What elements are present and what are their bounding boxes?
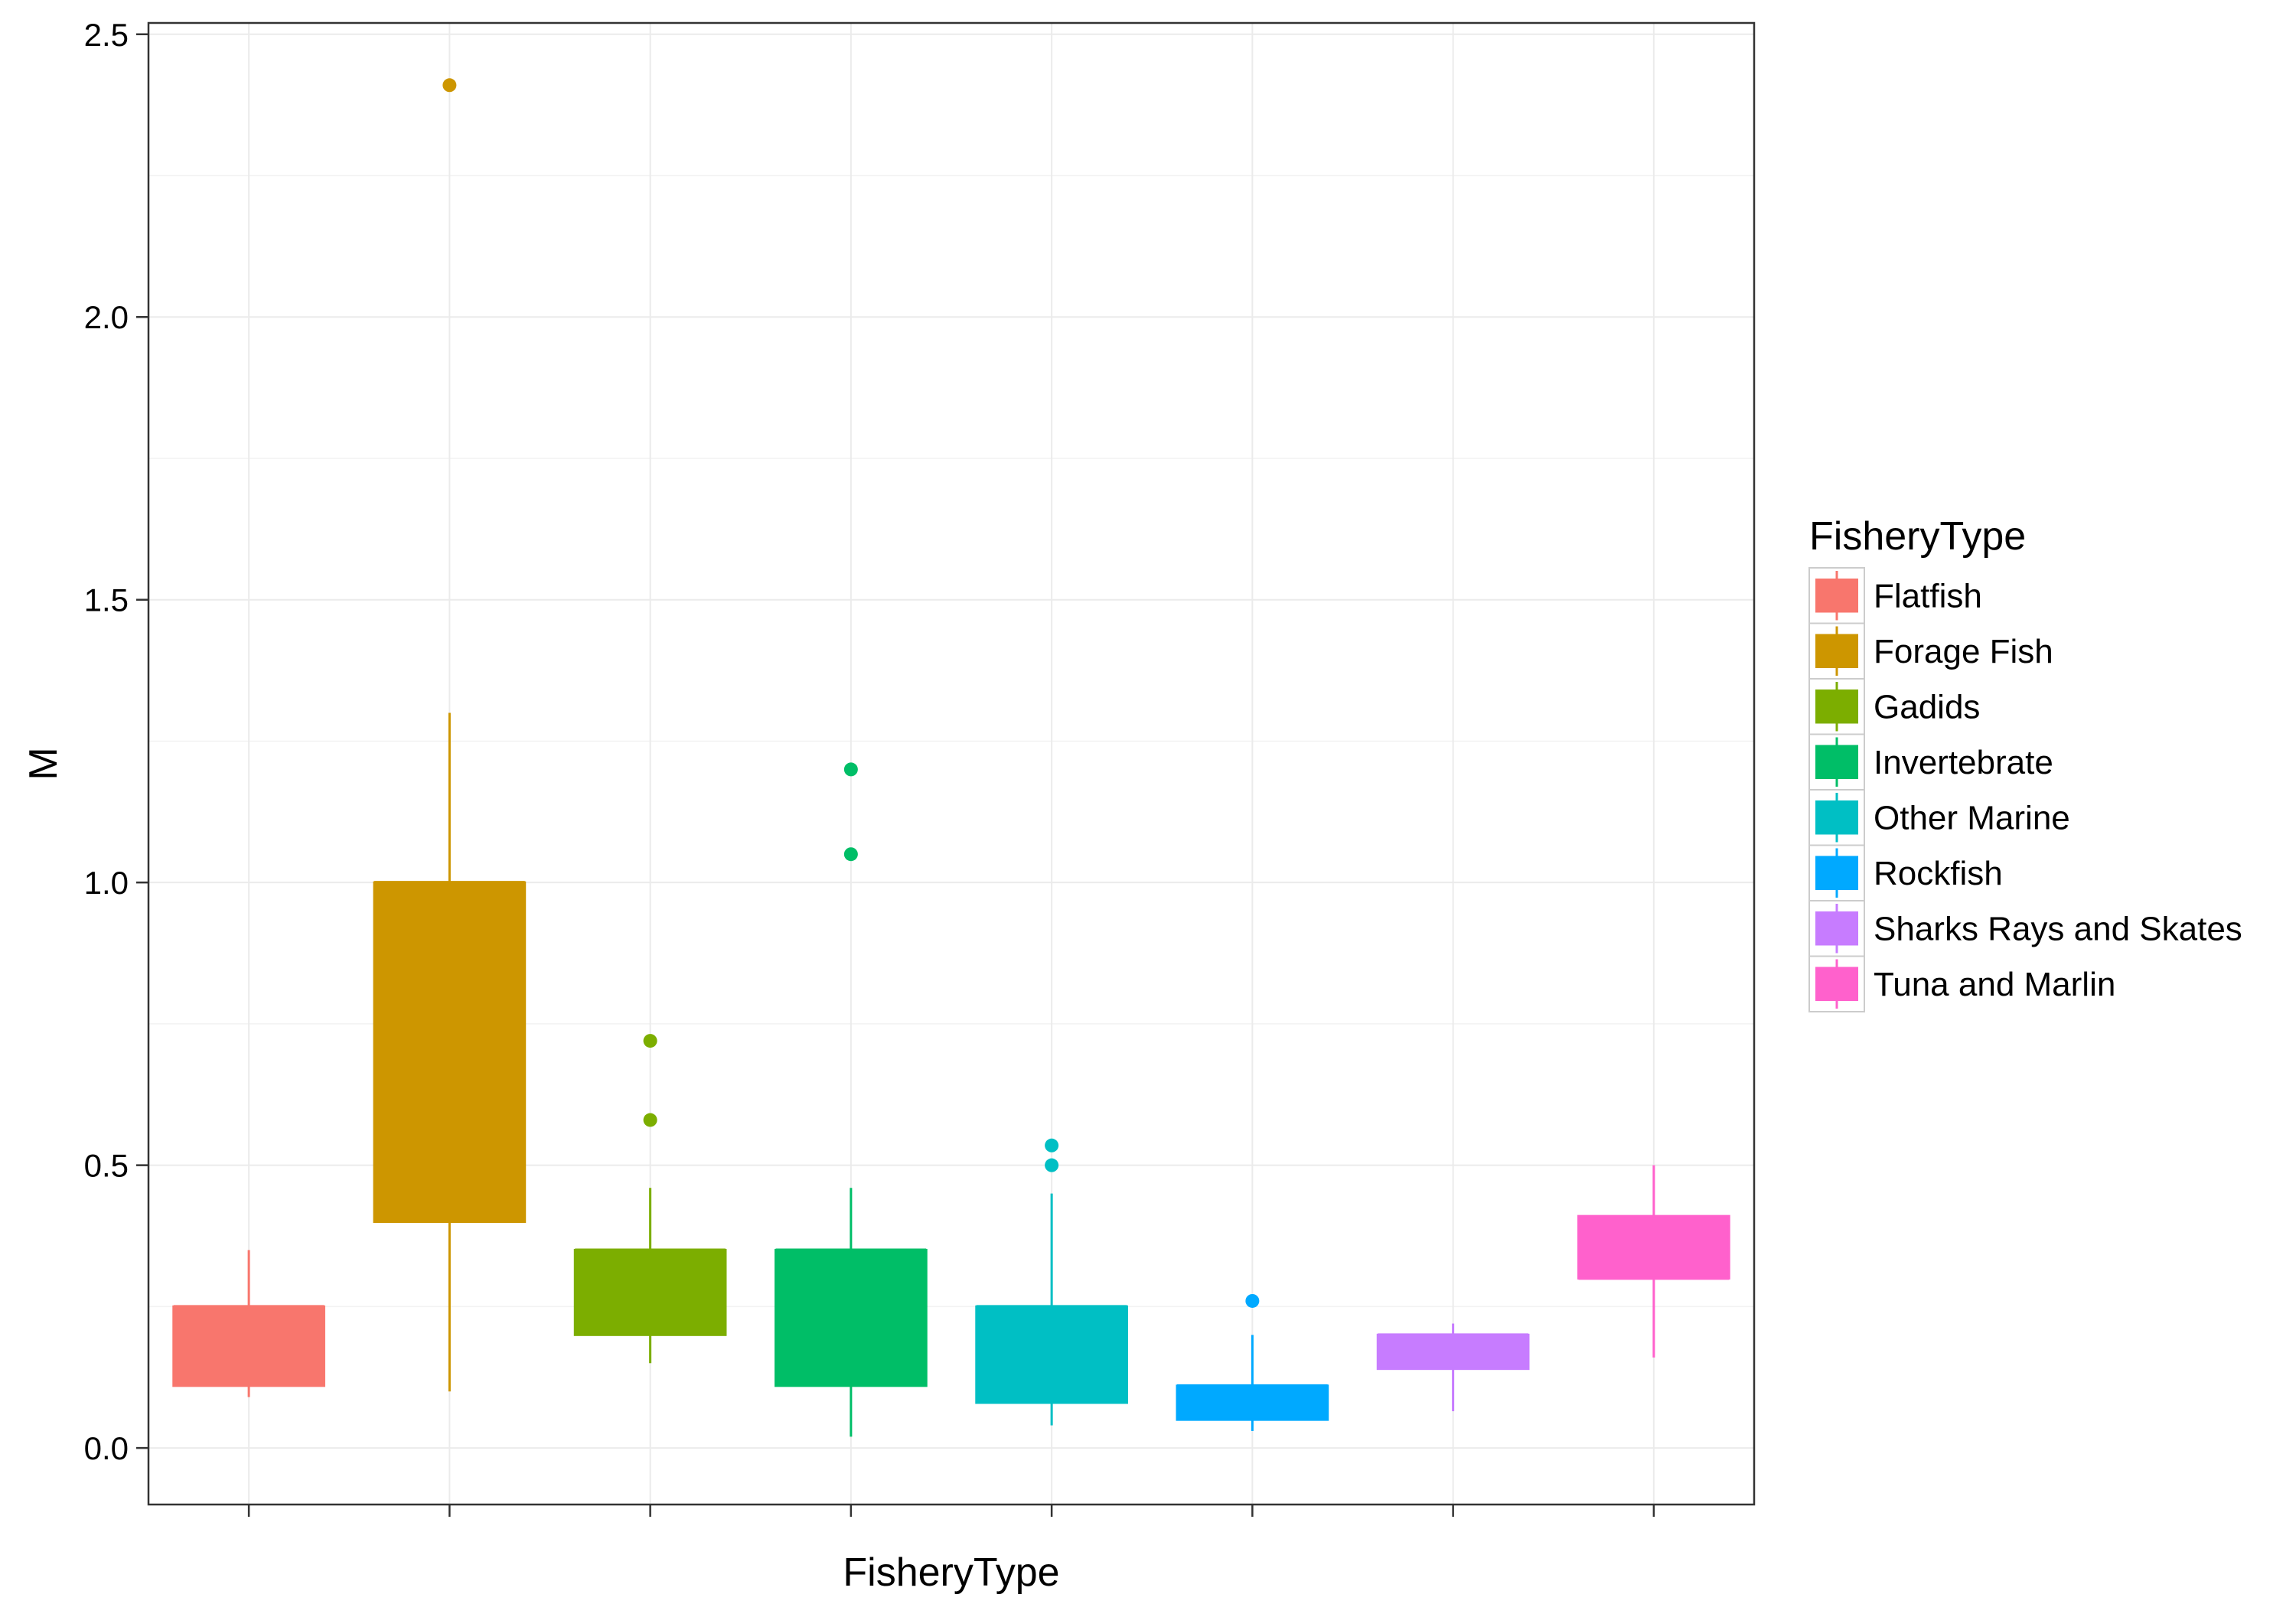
legend-label: Sharks Rays and Skates: [1874, 910, 2242, 947]
outlier-point: [643, 1113, 657, 1127]
legend-key-box: [1815, 634, 1858, 668]
legend-label: Invertebrate: [1874, 744, 2053, 781]
legend-label: Rockfish: [1874, 855, 2003, 892]
legend-item: Gadids: [1808, 678, 1980, 735]
outlier-point: [442, 78, 457, 93]
legend-item: Forage Fish: [1808, 622, 2053, 680]
outlier-point: [1045, 1158, 1059, 1172]
legend-key-box: [1815, 579, 1858, 613]
legend-item: Invertebrate: [1808, 733, 2053, 791]
box-gadids: [573, 1034, 727, 1364]
box-rockfish: [1176, 1293, 1329, 1431]
box-body: [1376, 1333, 1530, 1371]
box-body: [975, 1305, 1128, 1404]
legend-label: Other Marine: [1874, 799, 2070, 836]
box-body: [775, 1248, 928, 1387]
legend-key-box: [1815, 690, 1858, 724]
legend-label: Flatfish: [1874, 577, 1982, 615]
box-body: [1176, 1384, 1329, 1421]
legend-key-box: [1815, 745, 1858, 779]
y-axis-title: M: [21, 747, 66, 780]
legend-label: Tuna and Marlin: [1874, 966, 2115, 1003]
y-tick-label: 2.0: [84, 299, 129, 335]
box-other-marine: [975, 1138, 1128, 1426]
legend-item: Flatfish: [1808, 567, 1982, 624]
legend-key-box: [1815, 856, 1858, 890]
legend-label: Forage Fish: [1874, 633, 2053, 670]
box-sharks-rays-and-skates: [1376, 1323, 1530, 1412]
box-body: [1577, 1214, 1730, 1280]
y-axis: 0.0 0.5 1.0 1.5 2.0 2.5: [84, 17, 148, 1466]
legend-item: Other Marine: [1808, 789, 2070, 846]
legend-item: Sharks Rays and Skates: [1808, 900, 2242, 957]
y-tick-label: 1.0: [84, 865, 129, 901]
legend-item: Rockfish: [1808, 844, 2003, 901]
box-invertebrate: [775, 762, 928, 1437]
box-tuna-and-marlin: [1577, 1165, 1730, 1358]
legend-item: Tuna and Marlin: [1808, 955, 2115, 1012]
legend: FisheryType Flatfish Forage Fish Gadids Inv…: [1808, 514, 2242, 1012]
legend-key-box: [1815, 911, 1858, 946]
outlier-point: [1245, 1293, 1260, 1308]
outlier-point: [643, 1034, 657, 1048]
y-tick-label: 0.5: [84, 1148, 129, 1184]
box-body: [573, 1248, 727, 1336]
box-flatfish: [172, 1250, 325, 1397]
y-tick-label: 2.5: [84, 17, 129, 53]
outlier-point: [1045, 1138, 1059, 1152]
y-tick-label: 0.0: [84, 1430, 129, 1466]
legend-label: Gadids: [1874, 688, 1980, 725]
outlier-point: [843, 762, 858, 777]
legend-key-box: [1815, 967, 1858, 1001]
plot-panel-border: [147, 21, 1756, 1506]
outlier-point: [843, 847, 858, 862]
box-forage-fish: [373, 78, 527, 1392]
y-tick-label: 1.5: [84, 582, 129, 618]
legend-key-box: [1815, 800, 1858, 835]
x-axis: [247, 1505, 1655, 1517]
box-body: [373, 881, 527, 1224]
x-axis-title: FisheryType: [843, 1550, 1059, 1595]
boxes: [172, 78, 1730, 1437]
box-body: [172, 1305, 325, 1387]
legend-title: FisheryType: [1809, 514, 2026, 559]
